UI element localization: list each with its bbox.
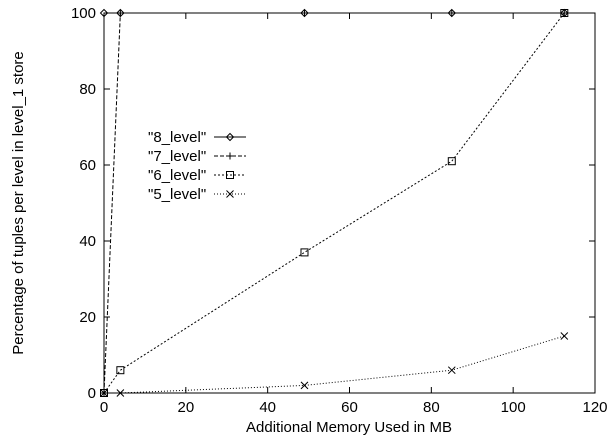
legend-entry: "5_level" <box>148 186 246 203</box>
x-tick-label: 80 <box>423 399 440 416</box>
data-point <box>560 9 569 17</box>
data-point <box>448 9 456 17</box>
data-point <box>100 389 108 397</box>
y-axis-label: Percentage of tuples per level in level_… <box>10 51 27 355</box>
x-tick-label: 120 <box>582 399 607 416</box>
data-point <box>300 381 309 390</box>
legend-entry: "7_level" <box>148 148 246 165</box>
data-point <box>300 9 308 17</box>
x-tick-label: 40 <box>259 399 276 416</box>
legend-entry: "8_level" <box>148 129 246 146</box>
data-point <box>447 157 456 166</box>
legend-marker <box>226 190 234 198</box>
data-point <box>99 8 109 18</box>
legend: "8_level" "7_level" "6_level" "5_level" <box>148 129 246 203</box>
legend-label: "6_level" <box>148 167 206 184</box>
y-tick-label: 0 <box>88 385 96 402</box>
x-tick-label: 60 <box>341 399 358 416</box>
series-line <box>104 335 565 394</box>
data-point <box>300 248 309 257</box>
legend-entry: "6_level" <box>148 167 246 184</box>
axis-ticks: 0 20 40 60 80 100 120 0 20 40 60 80 100 <box>71 5 607 416</box>
series-group <box>99 8 569 397</box>
series-2 <box>100 9 569 397</box>
x-axis-label: Additional Memory Used in MB <box>246 419 452 436</box>
legend-marker <box>226 152 234 160</box>
y-tick-label: 80 <box>79 81 96 98</box>
data-point <box>560 332 569 340</box>
x-tick-label: 0 <box>100 399 108 416</box>
legend-marker <box>226 171 234 179</box>
y-tick-label: 100 <box>71 5 96 22</box>
plot-frame <box>103 12 596 394</box>
x-tick-label: 100 <box>501 399 526 416</box>
x-tick-label: 20 <box>177 399 194 416</box>
series-1 <box>100 9 568 397</box>
y-tick-label: 20 <box>79 309 96 326</box>
legend-marker <box>225 132 235 142</box>
legend-label: "5_level" <box>148 186 206 203</box>
y-tick-label: 40 <box>79 233 96 250</box>
data-point <box>116 9 124 17</box>
series-3 <box>100 332 569 397</box>
data-point <box>447 366 456 375</box>
data-point <box>116 389 125 397</box>
y-tick-label: 60 <box>79 157 96 174</box>
series-line <box>103 12 565 394</box>
data-point <box>116 366 125 375</box>
series-line <box>103 12 565 394</box>
legend-label: "8_level" <box>148 129 206 146</box>
legend-label: "7_level" <box>148 148 206 165</box>
